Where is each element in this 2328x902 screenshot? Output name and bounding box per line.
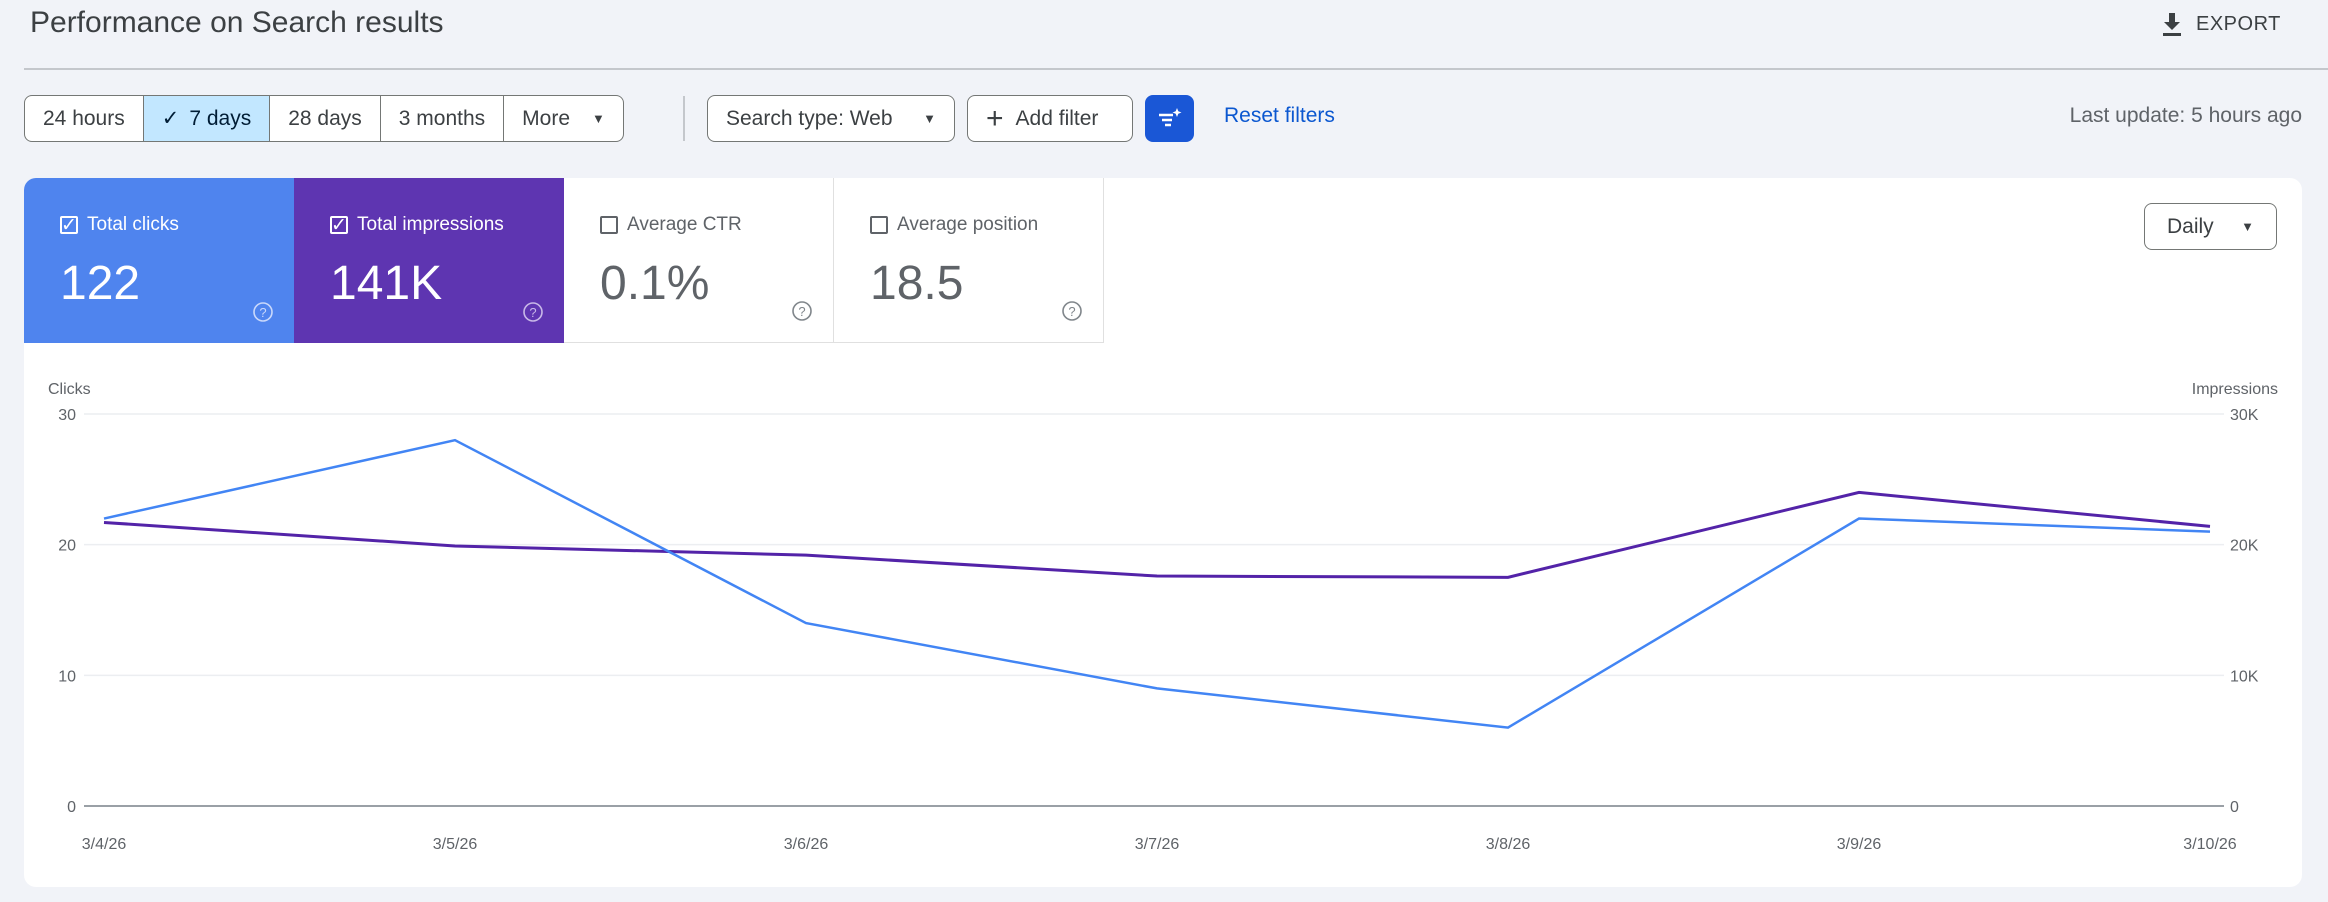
last-update-text: Last update: 5 hours ago <box>2069 104 2302 127</box>
checkbox-checked-icon[interactable]: ✓ <box>330 214 348 236</box>
checkbox-unchecked-icon[interactable] <box>870 216 888 234</box>
range-label: 3 months <box>398 106 486 130</box>
x-tick-label: 3/6/26 <box>784 836 829 853</box>
search-type-dropdown[interactable]: Search type: Web ▼ <box>707 95 955 142</box>
x-tick-label: 3/9/26 <box>1837 836 1882 853</box>
metric-card-total-clicks[interactable]: ✓ Total clicks 122 ? <box>24 178 294 343</box>
x-tick-label: 3/8/26 <box>1486 836 1531 853</box>
svg-text:?: ? <box>1068 304 1075 319</box>
range-label: 28 days <box>288 106 362 130</box>
dropdown-arrow-icon: ▼ <box>2241 219 2254 234</box>
add-filter-button[interactable]: + Add filter <box>967 95 1133 142</box>
range-label: 7 days <box>189 106 252 130</box>
help-icon[interactable]: ? <box>1061 300 1083 322</box>
help-icon[interactable]: ? <box>252 301 274 323</box>
series-line-clicks <box>103 438 2211 729</box>
checkbox-checked-icon[interactable]: ✓ <box>60 214 78 236</box>
filter-settings-button[interactable] <box>1145 95 1194 142</box>
range-label: 24 hours <box>43 106 125 130</box>
divider <box>24 68 2328 70</box>
x-tick-label: 3/5/26 <box>433 836 478 853</box>
metric-label: Total clicks <box>87 214 179 235</box>
metric-label: Average position <box>897 214 1039 235</box>
page-title: Performance on Search results <box>30 6 444 39</box>
metric-value: 141K <box>330 257 443 310</box>
date-range-selector: 24 hours ✓ 7 days 28 days 3 months More ▼ <box>24 95 624 142</box>
y-tick-label-right: 10K <box>2230 668 2259 685</box>
metric-card-average-position[interactable]: Average position 18.5 ? <box>834 178 1104 343</box>
metric-value: 122 <box>60 257 141 310</box>
metric-label: Average CTR <box>627 214 742 235</box>
y-tick-label-left: 30 <box>58 407 76 424</box>
svg-text:?: ? <box>259 305 266 320</box>
svg-text:?: ? <box>529 305 536 320</box>
check-icon: ✓ <box>161 107 180 130</box>
export-button[interactable]: EXPORT <box>2160 4 2281 44</box>
help-icon[interactable]: ? <box>522 301 544 323</box>
x-tick-label: 3/4/26 <box>82 836 127 853</box>
range-7-days[interactable]: ✓ 7 days <box>143 96 271 141</box>
y-tick-label-left: 10 <box>58 668 76 685</box>
series-line-impressions <box>103 490 2211 579</box>
performance-panel: ✓ Total clicks 122 ? ✓ Total impressions 1… <box>24 178 2302 887</box>
plus-icon: + <box>986 101 1004 135</box>
granularity-dropdown[interactable]: Daily ▼ <box>2144 203 2277 250</box>
metric-label: Total impressions <box>357 214 504 235</box>
search-type-label: Search type: Web <box>726 106 893 130</box>
y-axis-label-right: Impressions <box>2192 381 2278 398</box>
x-tick-label: 3/7/26 <box>1135 836 1180 853</box>
y-tick-label-left: 20 <box>58 538 76 555</box>
reset-filters-link[interactable]: Reset filters <box>1224 104 1335 127</box>
metric-card-average-ctr[interactable]: Average CTR 0.1% ? <box>564 178 834 343</box>
range-3-months[interactable]: 3 months <box>381 96 505 141</box>
x-tick-label: 3/10/26 <box>2183 836 2236 853</box>
range-more[interactable]: More ▼ <box>504 96 623 141</box>
metric-card-total-impressions[interactable]: ✓ Total impressions 141K ? <box>294 178 564 343</box>
granularity-label: Daily <box>2167 214 2214 238</box>
dropdown-arrow-icon: ▼ <box>592 111 605 126</box>
help-icon[interactable]: ? <box>791 300 813 322</box>
y-axis-label-left: Clicks <box>48 381 91 398</box>
y-tick-label-right: 30K <box>2230 407 2259 424</box>
y-tick-label-right: 0 <box>2230 799 2239 816</box>
range-label: More <box>522 106 571 130</box>
range-24-hours[interactable]: 24 hours <box>25 96 144 141</box>
y-tick-label-right: 20K <box>2230 538 2259 555</box>
add-filter-label: Add filter <box>1015 106 1099 130</box>
filter-sparkle-icon <box>1158 107 1181 126</box>
export-label: EXPORT <box>2196 12 2281 35</box>
svg-text:?: ? <box>798 304 805 319</box>
metric-value: 0.1% <box>600 257 710 310</box>
performance-line-chart: Clicks Impressions 0 0 10 10K 20 20K 30 30K 3/4/… <box>48 381 2278 853</box>
range-28-days[interactable]: 28 days <box>270 96 381 141</box>
y-tick-label-left: 0 <box>67 799 76 816</box>
metric-value: 18.5 <box>870 257 964 310</box>
checkbox-unchecked-icon[interactable] <box>600 216 618 234</box>
dropdown-arrow-icon: ▼ <box>923 111 936 126</box>
toolbar-separator <box>683 96 685 141</box>
download-icon <box>2163 13 2181 36</box>
